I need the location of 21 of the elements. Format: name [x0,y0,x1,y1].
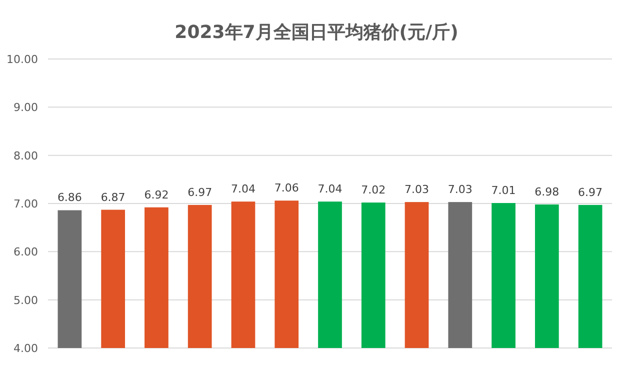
y-tick-label: 8.00 [14,149,38,162]
data-label: 6.92 [144,188,169,202]
y-tick-label: 9.00 [14,101,38,114]
data-label: 6.87 [100,190,126,204]
chart-title: 2023年7月全国日平均猪价(元/斤) [174,22,458,43]
data-label: 7.01 [491,184,516,198]
data-label: 6.97 [188,186,212,199]
y-tick-label: 10.00 [6,53,38,66]
data-label: 7.04 [318,182,342,196]
data-label: 7.02 [361,184,386,197]
y-tick-label: 4.00 [14,342,38,355]
data-label: 7.04 [230,182,256,196]
data-label: 6.98 [534,185,560,198]
y-tick-label: 7.00 [14,198,38,210]
data-label: 6.86 [57,191,82,204]
data-label: 7.03 [448,183,472,196]
data-label: 7.03 [404,183,430,196]
data-label: 7.06 [274,182,299,195]
data-label: 6.97 [578,186,603,199]
y-tick-label: 5.00 [14,294,38,307]
y-tick-label: 6.00 [14,246,38,259]
